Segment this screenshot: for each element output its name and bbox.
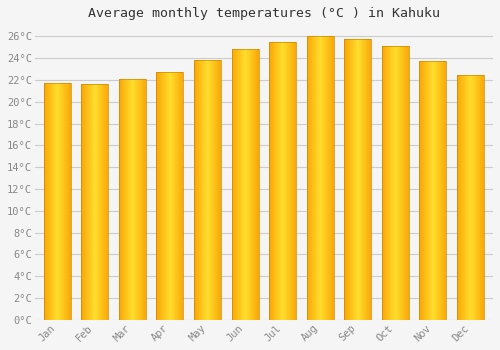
Title: Average monthly temperatures (°C ) in Kahuku: Average monthly temperatures (°C ) in Ka… bbox=[88, 7, 440, 20]
